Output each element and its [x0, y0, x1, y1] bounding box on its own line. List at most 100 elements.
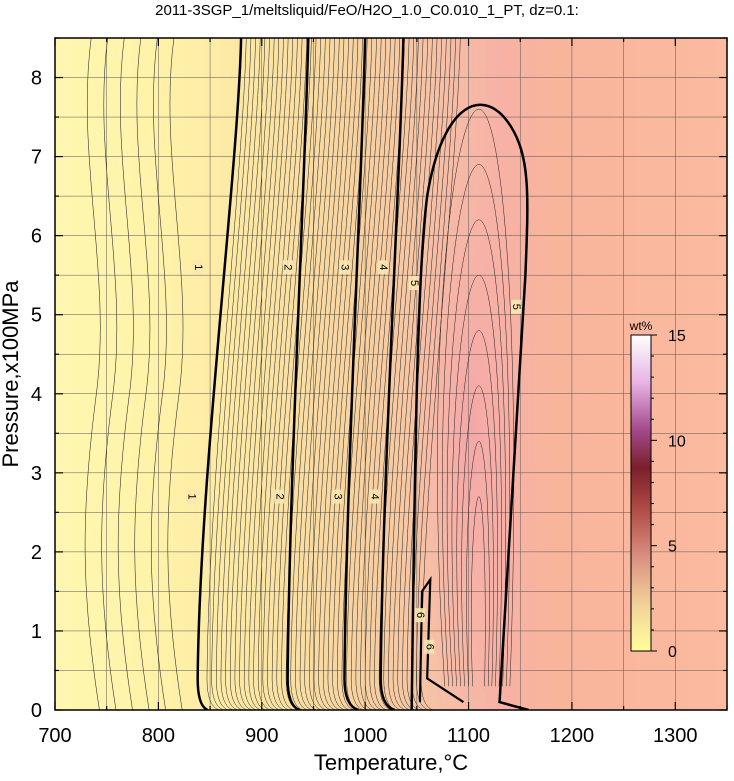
colorbar-ticks: 0 5 10 15 [651, 328, 686, 661]
contour-label: 6 [423, 639, 435, 654]
contour-line [150, 38, 167, 710]
contour-line [225, 38, 266, 710]
contour-line [257, 38, 298, 710]
contour-label: 1 [186, 489, 198, 504]
x-tick-label: 1300 [653, 725, 698, 747]
contour-line [304, 38, 345, 710]
contour-line [309, 38, 349, 710]
x-tick-label: 900 [245, 725, 278, 747]
plot-frame [54, 37, 728, 711]
contour-line [84, 38, 101, 710]
contour-line [239, 38, 280, 710]
contour-line [346, 38, 387, 710]
contour-line [378, 38, 419, 710]
contour-line [134, 38, 151, 710]
contour-line [290, 38, 331, 710]
colorbar-tick-label: 5 [668, 539, 677, 556]
contour-label: 3 [339, 260, 351, 275]
contour-line-6 [418, 575, 464, 704]
contour-line [299, 38, 340, 710]
contour-line [332, 38, 373, 710]
contour-label: 2 [273, 489, 285, 504]
colorbar-unit: wt% [629, 319, 653, 333]
contour-line [286, 38, 310, 710]
contour-loop [461, 385, 494, 687]
x-tick-label: 1200 [550, 725, 595, 747]
contour-line [276, 38, 317, 710]
y-axis-title: Pressure,x100MPa [0, 280, 23, 468]
contour-loop [451, 274, 502, 687]
contour-label: 2 [282, 260, 294, 275]
y-tick-label: 4 [31, 384, 42, 406]
colorbar-tick-label: 10 [668, 433, 686, 450]
contour-line [383, 38, 424, 710]
contour-label-text: 4 [369, 493, 381, 499]
contour-loop [442, 164, 511, 687]
contour-line [392, 38, 433, 710]
contour-line [343, 38, 367, 710]
contour-line [397, 38, 438, 710]
contour-label-text: 2 [273, 493, 285, 499]
y-tick-label: 6 [31, 226, 42, 248]
contour-line [355, 38, 396, 710]
contour-label-text: 1 [192, 264, 204, 270]
contour-line [350, 38, 391, 710]
y-tick-label: 1 [31, 621, 42, 643]
contour-line [420, 38, 461, 710]
contour-line-5 [410, 103, 529, 710]
contour-loop [446, 219, 506, 687]
contour-label-text: 4 [377, 264, 389, 270]
contour-line [323, 38, 363, 710]
contour-label-text: 2 [282, 264, 294, 270]
contour-line [206, 38, 247, 710]
contour-line [281, 38, 321, 710]
colorbar-gradient [630, 334, 652, 652]
contour-lines [84, 38, 529, 710]
colorbar: wt% 0 5 10 15 [629, 319, 686, 661]
contour-line [318, 38, 359, 710]
contour-label-text: 1 [186, 493, 198, 499]
contour-line [117, 38, 134, 710]
contour-label: 4 [377, 260, 389, 275]
colorbar-tick-label: 15 [668, 328, 686, 345]
contour-line [374, 38, 414, 710]
contour-line [229, 38, 270, 710]
contour-loop [456, 330, 498, 687]
frame-ticks [54, 37, 728, 711]
contour-label: 6 [414, 608, 426, 623]
contour-line [388, 38, 428, 710]
contour-line [253, 38, 294, 710]
contour-label-text: 3 [331, 493, 343, 499]
contour-line [369, 38, 410, 710]
contour-line [220, 38, 261, 710]
contour-label: 5 [510, 299, 522, 314]
x-tick-labels: 700 800 900 1000 1100 1200 1300 [38, 725, 697, 747]
contour-line [216, 38, 256, 710]
contour-labels: 1 1 2 2 3 3 4 4 5 5 6 6 [186, 260, 522, 654]
contour-label: 5 [408, 276, 420, 291]
y-tick-label: 0 [31, 700, 42, 722]
contour-line [295, 38, 335, 710]
contour-line [101, 38, 118, 710]
y-tick-label: 7 [31, 147, 42, 169]
contour-label-text: 6 [414, 612, 426, 618]
contour-label: 3 [331, 489, 343, 504]
contour-line [416, 38, 456, 710]
x-axis-title: Temperature,°C [314, 750, 468, 775]
x-tick-label: 700 [38, 725, 71, 747]
contour-line [341, 38, 382, 710]
contour-loop [466, 440, 490, 687]
contour-label: 4 [369, 489, 381, 504]
contour-line [243, 38, 284, 710]
contour-line [234, 38, 275, 710]
contour-line [360, 38, 401, 710]
contour-line [211, 38, 252, 710]
x-tick-label: 1000 [343, 725, 388, 747]
contour-line [167, 38, 184, 710]
contour-loop [471, 496, 486, 687]
y-tick-label: 2 [31, 542, 42, 564]
contour-label-text: 5 [510, 304, 522, 310]
contour-loop [437, 108, 515, 687]
contour-line [402, 38, 442, 710]
contour-line [248, 38, 289, 710]
